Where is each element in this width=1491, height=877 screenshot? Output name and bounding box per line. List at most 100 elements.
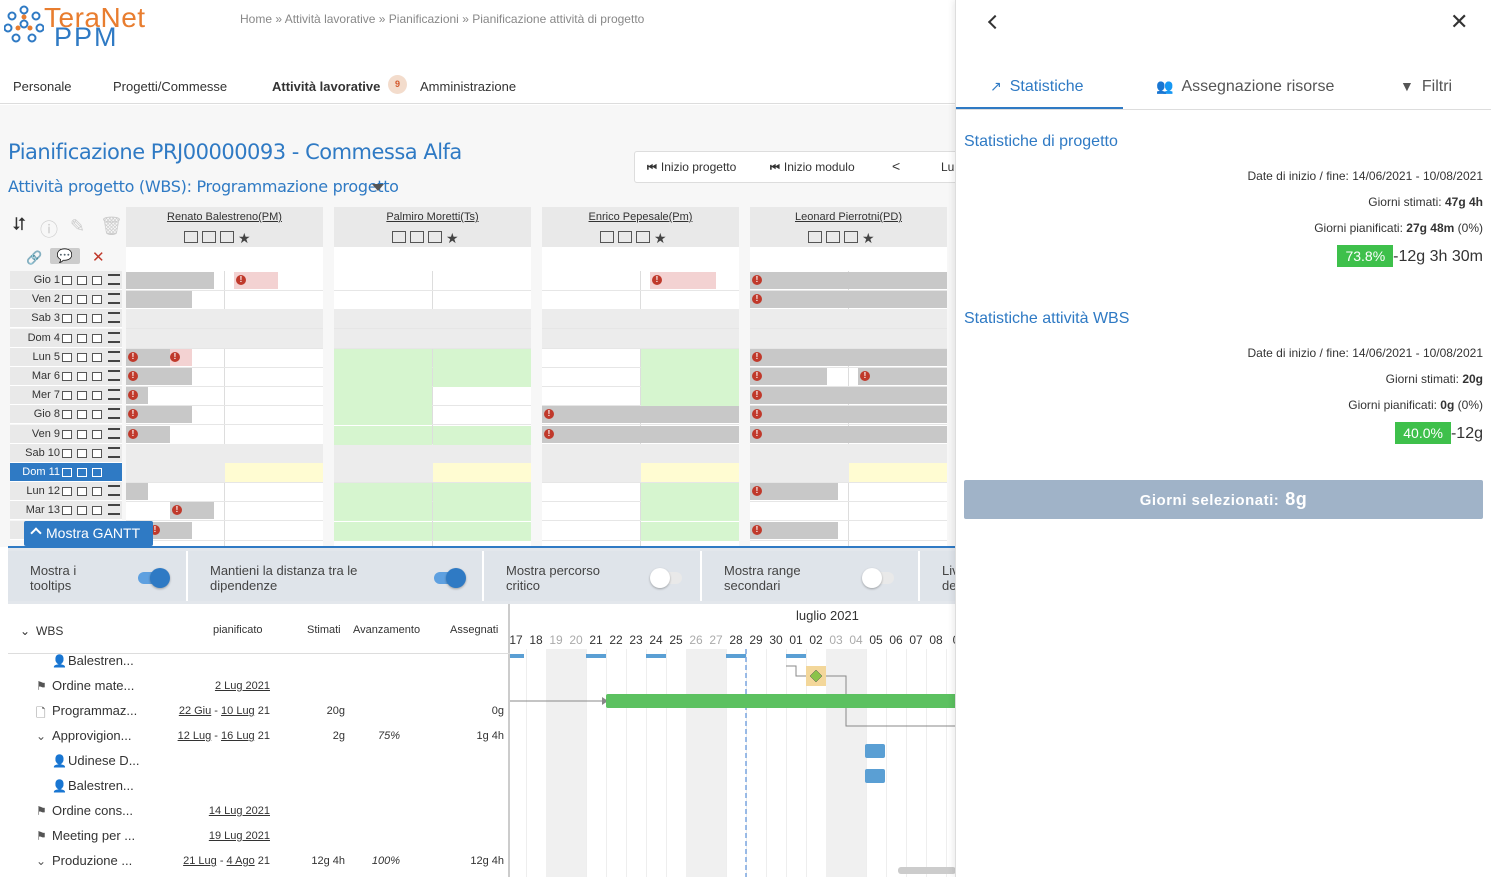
gantt-icon[interactable] bbox=[108, 370, 120, 381]
day-checkbox[interactable] bbox=[62, 410, 72, 420]
day-checkbox[interactable] bbox=[77, 448, 87, 458]
view-icon[interactable] bbox=[808, 231, 822, 243]
wbs-expand-icon[interactable]: ⌄ bbox=[20, 624, 31, 638]
table-row[interactable]: 👤 Balestren... bbox=[8, 648, 510, 673]
alert-icon[interactable]: ! bbox=[128, 428, 138, 439]
day-checkbox[interactable] bbox=[62, 372, 72, 381]
wbs-name[interactable]: Udinese D... bbox=[68, 753, 140, 768]
day-checkbox[interactable] bbox=[92, 295, 102, 305]
day-checkbox[interactable] bbox=[62, 352, 72, 362]
table-row[interactable]: 🗋 Programmaz... 22 Giu - 10 Lug 21 20g 0g bbox=[8, 698, 510, 723]
person-name[interactable]: Leonard Pierrotni(PD) bbox=[750, 207, 947, 247]
available-cell[interactable] bbox=[433, 483, 531, 503]
planned-to[interactable]: 16 Lug bbox=[221, 730, 255, 742]
breadcrumb-pianificazioni[interactable]: Pianificazioni bbox=[388, 12, 459, 26]
gantt-icon[interactable] bbox=[108, 293, 120, 305]
weekend-cell[interactable] bbox=[126, 328, 323, 348]
day-checkbox[interactable] bbox=[77, 372, 87, 381]
wbs-name[interactable]: Ordine cons... bbox=[52, 803, 133, 818]
day-row[interactable]: Gio 8 bbox=[10, 405, 122, 425]
alert-icon[interactable]: ! bbox=[752, 390, 762, 401]
star-icon[interactable]: ★ bbox=[654, 230, 667, 246]
gantt-icon[interactable] bbox=[108, 389, 120, 401]
available-cell[interactable] bbox=[334, 387, 432, 407]
alert-icon[interactable]: ! bbox=[752, 351, 762, 362]
milestone-marker[interactable] bbox=[809, 669, 823, 683]
day-checkbox[interactable] bbox=[77, 352, 87, 362]
gantt-icon[interactable] bbox=[108, 312, 120, 324]
gantt-icon[interactable] bbox=[108, 446, 120, 458]
wbs-name[interactable]: Ordine mate... bbox=[52, 678, 135, 693]
col-progress[interactable]: Avanzamento bbox=[353, 624, 421, 636]
available-cell[interactable] bbox=[334, 521, 432, 541]
alert-icon[interactable]: ! bbox=[860, 371, 870, 381]
allocation-bar[interactable] bbox=[126, 291, 192, 309]
close-icon[interactable]: ✕ bbox=[1450, 9, 1469, 34]
horizontal-scrollbar[interactable] bbox=[898, 867, 956, 874]
day-checkbox[interactable] bbox=[92, 352, 102, 362]
highlight-cell[interactable] bbox=[641, 463, 739, 482]
planned-to[interactable]: 4 Ago bbox=[226, 855, 255, 867]
day-checkbox[interactable] bbox=[77, 295, 87, 305]
alert-icon[interactable]: ! bbox=[128, 390, 138, 401]
allocation-bar[interactable] bbox=[542, 406, 739, 424]
alert-icon[interactable]: ! bbox=[752, 486, 762, 497]
critical-path-toggle[interactable] bbox=[650, 568, 682, 588]
allocation-bar[interactable] bbox=[750, 272, 947, 289]
day-row[interactable]: Lun 12 bbox=[10, 482, 122, 502]
planned-from[interactable]: 21 Lug bbox=[183, 855, 217, 867]
available-cell[interactable] bbox=[334, 368, 432, 387]
allocation-bar[interactable] bbox=[126, 425, 170, 443]
day-checkbox[interactable] bbox=[92, 391, 102, 401]
alert-icon[interactable]: ! bbox=[172, 505, 182, 516]
chevron-down-icon[interactable]: ⌄ bbox=[36, 854, 47, 868]
available-cell[interactable] bbox=[334, 406, 432, 426]
nav-personale[interactable]: Personale bbox=[13, 79, 72, 94]
alert-icon[interactable]: ! bbox=[752, 371, 762, 381]
day-checkbox[interactable] bbox=[62, 487, 72, 497]
day-checkbox[interactable] bbox=[77, 314, 87, 324]
available-cell[interactable] bbox=[433, 368, 531, 387]
view-icon[interactable] bbox=[618, 231, 632, 243]
view-icon[interactable] bbox=[220, 231, 234, 243]
day-checkbox[interactable] bbox=[77, 506, 87, 516]
available-cell[interactable] bbox=[641, 368, 739, 387]
breadcrumb-attivita[interactable]: Attività lavorative bbox=[284, 12, 376, 26]
view-icon[interactable] bbox=[392, 231, 406, 243]
trash-icon[interactable]: 🗑 bbox=[100, 216, 123, 236]
distance-toggle[interactable] bbox=[434, 568, 466, 588]
highlight-cell[interactable] bbox=[849, 463, 947, 482]
highlight-cell[interactable] bbox=[433, 463, 531, 482]
alert-icon[interactable]: ! bbox=[236, 275, 246, 285]
col-assigned[interactable]: Assegnati bbox=[450, 624, 499, 636]
day-checkbox[interactable] bbox=[77, 391, 87, 401]
alert-icon[interactable]: ! bbox=[752, 524, 762, 535]
weekend-cell[interactable] bbox=[126, 309, 323, 329]
wbs-name[interactable]: Balestren... bbox=[68, 778, 134, 793]
next-period-label[interactable]: Lu bbox=[941, 160, 955, 174]
weekend-cell[interactable] bbox=[334, 328, 531, 348]
day-row[interactable]: Mer 7 bbox=[10, 386, 122, 406]
chevron-down-icon[interactable] bbox=[372, 184, 384, 191]
day-checkbox[interactable] bbox=[77, 333, 87, 343]
teranet-logo[interactable]: TeraNet PPM bbox=[4, 2, 164, 52]
day-checkbox[interactable] bbox=[92, 468, 102, 477]
show-gantt-button[interactable]: Mostra GANTT bbox=[24, 521, 153, 546]
alert-icon[interactable]: ! bbox=[544, 409, 554, 420]
allocation-bar[interactable] bbox=[750, 483, 838, 501]
allocation-bar[interactable] bbox=[750, 348, 947, 366]
available-cell[interactable] bbox=[334, 348, 432, 368]
start-module-button[interactable]: ⏮ Inizio modulo bbox=[770, 160, 855, 175]
secondary-ranges-toggle[interactable] bbox=[862, 568, 894, 588]
day-checkbox[interactable] bbox=[92, 314, 102, 324]
day-row[interactable]: Dom 11 bbox=[10, 463, 122, 482]
day-row[interactable]: Ven 2 bbox=[10, 290, 122, 310]
available-cell[interactable] bbox=[334, 483, 432, 503]
view-icon[interactable] bbox=[202, 231, 216, 243]
tab-filtri[interactable]: ▼ Filtri bbox=[1400, 78, 1452, 96]
table-row[interactable]: ⚑ Ordine cons... 14 Lug 2021 bbox=[8, 798, 510, 823]
allocation-bar[interactable] bbox=[126, 483, 148, 501]
breadcrumb-home[interactable]: Home bbox=[240, 12, 273, 26]
planned-to[interactable]: 10 Lug bbox=[221, 705, 255, 717]
wbs-selector[interactable]: Attività progetto (WBS): Programmazione … bbox=[8, 177, 399, 196]
